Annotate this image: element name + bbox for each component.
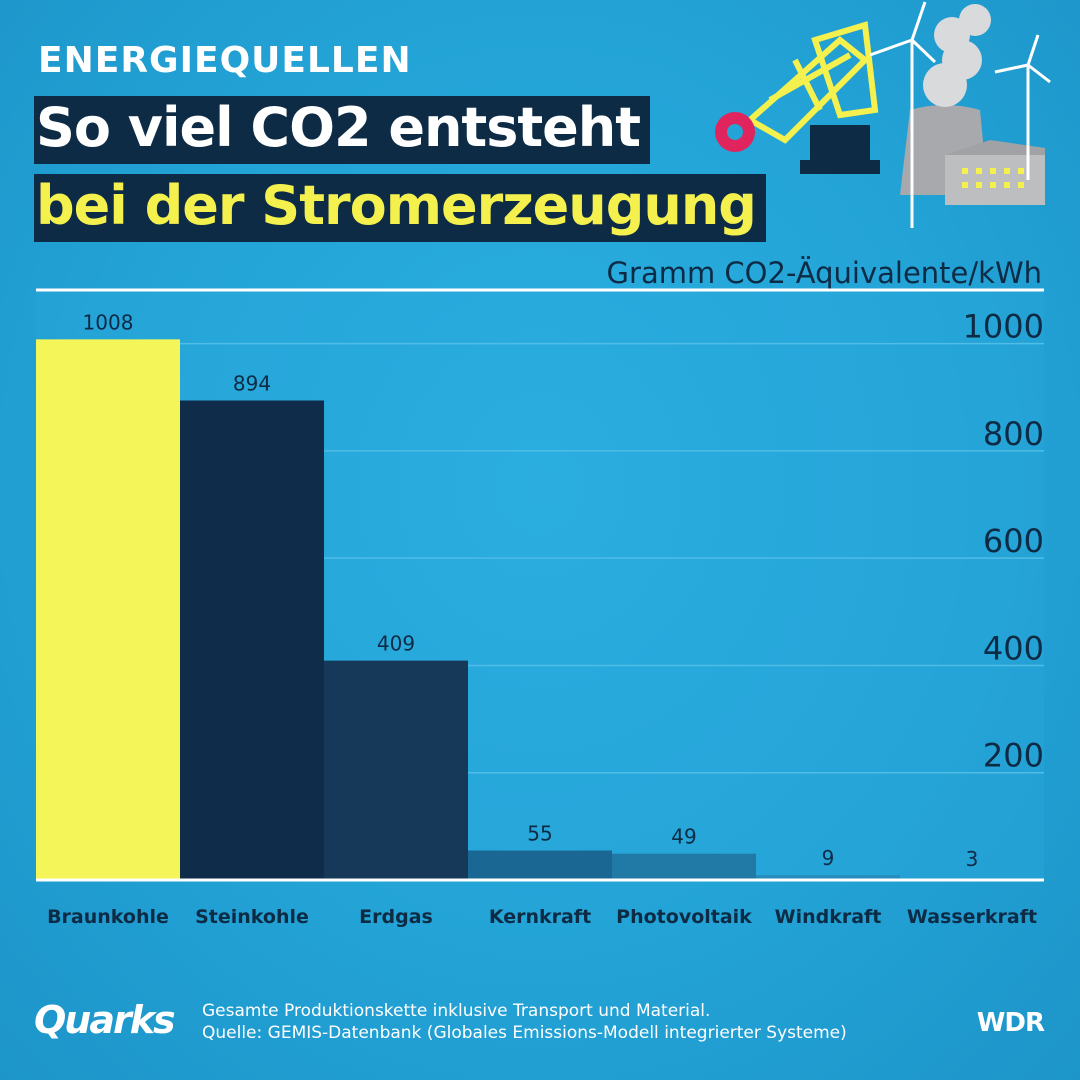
x-tick-label: Windkraft bbox=[775, 906, 882, 928]
footer-note: Gesamte Produktionskette inklusive Trans… bbox=[202, 1000, 847, 1044]
x-tick-label: Photovoltaik bbox=[616, 906, 752, 928]
y-tick-label: 800 bbox=[983, 415, 1044, 453]
y-tick-label: 200 bbox=[983, 737, 1044, 775]
smoke-icon bbox=[923, 4, 991, 107]
x-tick-label: Steinkohle bbox=[195, 906, 309, 928]
bar-photovoltaik bbox=[612, 853, 756, 880]
data-label: 49 bbox=[671, 825, 696, 849]
bar-erdgas bbox=[324, 660, 468, 880]
bar-kernkraft bbox=[468, 850, 612, 880]
bar-windkraft bbox=[756, 875, 900, 880]
data-label: 3 bbox=[966, 847, 979, 871]
x-tick-label: Erdgas bbox=[359, 906, 433, 928]
bar-chart: 200 400 600 800 1000 1008 Braunkohle 894 Steinko… bbox=[36, 288, 1044, 928]
title-line-1: So viel CO2 entsteht bbox=[34, 96, 651, 164]
footer-note-line-1: Gesamte Produktionskette inklusive Trans… bbox=[202, 1001, 711, 1021]
x-tick-label: Kernkraft bbox=[489, 906, 591, 928]
bar-steinkohle bbox=[180, 400, 324, 880]
footer-source-line: Quelle: GEMIS-Datenbank (Globales Emissi… bbox=[202, 1023, 847, 1043]
data-label: 409 bbox=[377, 632, 415, 656]
x-tick-label: Braunkohle bbox=[47, 906, 169, 928]
wind-turbine-icon bbox=[869, 1, 1051, 228]
kicker: ENERGIEQUELLEN bbox=[38, 40, 412, 81]
energy-illustration bbox=[715, 1, 1051, 228]
title-line-2: bei der Stromerzeugung bbox=[34, 174, 766, 242]
wdr-logo: WDR bbox=[976, 1008, 1045, 1038]
data-label: 894 bbox=[233, 371, 271, 395]
quarks-logo: Quarks bbox=[34, 998, 176, 1042]
excavator-icon bbox=[744, 21, 879, 144]
y-axis-unit-label: Gramm CO2-Äquivalente/kWh bbox=[606, 256, 1042, 290]
bar-braunkohle bbox=[36, 339, 180, 880]
y-tick-label: 600 bbox=[983, 522, 1044, 560]
x-tick-label: Wasserkraft bbox=[907, 906, 1037, 928]
data-label: 55 bbox=[527, 822, 552, 846]
y-tick-label: 400 bbox=[983, 629, 1044, 667]
data-label: 9 bbox=[822, 846, 835, 870]
data-label: 1008 bbox=[83, 310, 134, 334]
y-tick-label: 1000 bbox=[963, 308, 1044, 346]
